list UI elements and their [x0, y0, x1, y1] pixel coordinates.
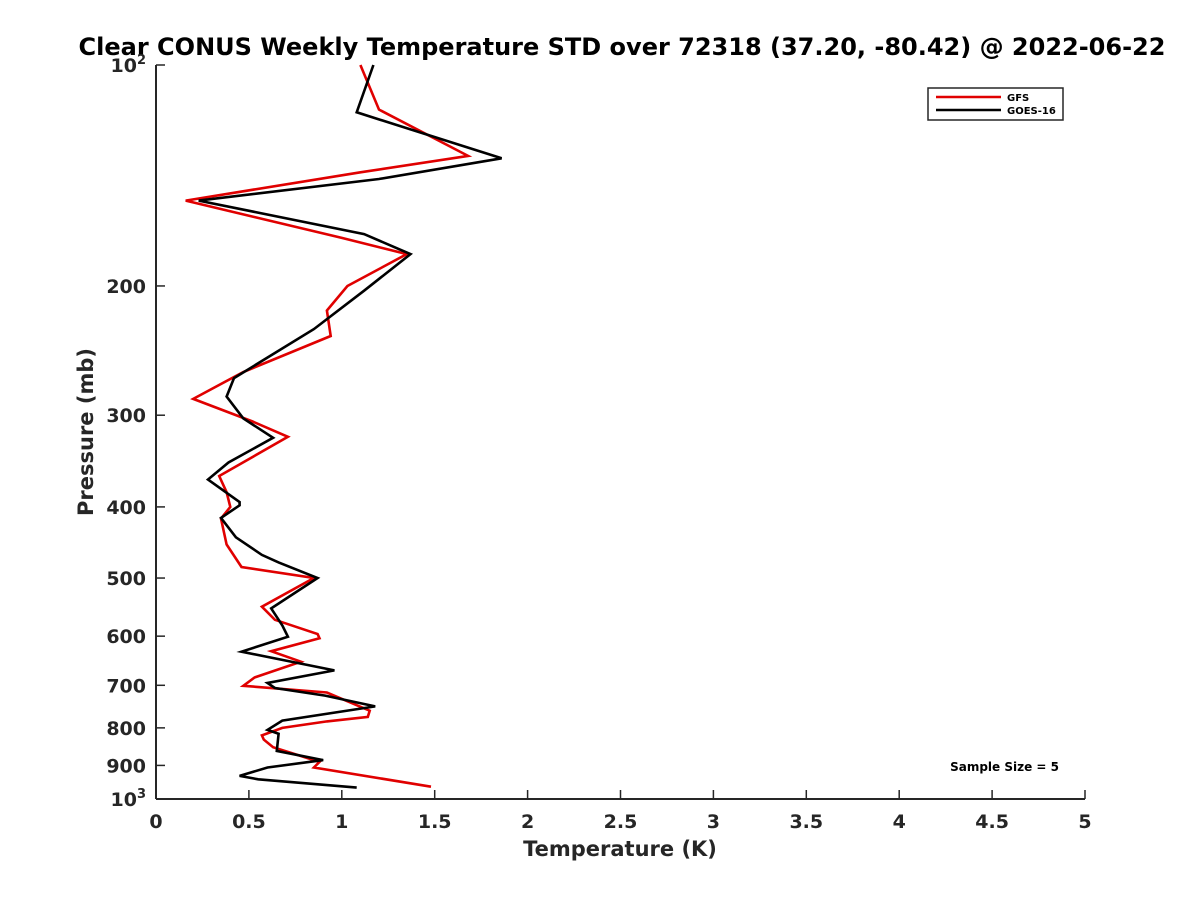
y-tick-label: 102: [111, 53, 147, 77]
series-lines: [185, 64, 502, 789]
y-tick-label: 300: [106, 405, 146, 427]
y-axis-label: Pressure (mb): [74, 348, 98, 516]
y-tick-label-base: 700: [106, 675, 146, 697]
y-tick-label-base: 200: [106, 276, 146, 298]
x-tick-label: 2.5: [604, 811, 638, 833]
x-tick-label: 1: [335, 811, 348, 833]
y-tick-label-base: 10: [111, 55, 137, 77]
legend-box: [927, 87, 1064, 121]
x-tick-label: 4: [893, 811, 906, 833]
legend: GFS GOES-16: [927, 87, 1064, 121]
x-tick-label: 0.5: [232, 811, 266, 833]
x-tick-label: 2: [521, 811, 534, 833]
plot-area: 0 0.5 1 1.5 2 2.5 3 3.5 4 4.5 5 102200300400500600…: [106, 53, 1091, 833]
x-tick-label: 3.5: [789, 811, 823, 833]
y-tick-label-base: 300: [106, 405, 146, 427]
legend-label-goes16: GOES-16: [1007, 106, 1056, 117]
x-axis-ticks: 0 0.5 1 1.5 2 2.5 3 3.5 4 4.5 5: [149, 790, 1092, 833]
y-tick-label: 900: [106, 755, 146, 777]
y-tick-label-base: 600: [106, 626, 146, 648]
y-tick-label-base: 10: [111, 789, 137, 811]
y-tick-label: 600: [106, 626, 146, 648]
y-tick-label: 500: [106, 568, 146, 590]
y-tick-label-base: 500: [106, 568, 146, 590]
y-tick-label-base: 400: [106, 497, 146, 519]
y-tick-label: 400: [106, 497, 146, 519]
x-tick-label: 4.5: [975, 811, 1009, 833]
legend-label-gfs: GFS: [1007, 93, 1029, 104]
x-tick-label: 5: [1078, 811, 1091, 833]
y-tick-label-exponent: 2: [137, 53, 146, 68]
x-axis-label: Temperature (K): [523, 837, 717, 861]
series-line-gfs: [185, 64, 473, 788]
x-tick-label: 1.5: [418, 811, 452, 833]
y-tick-label-exponent: 3: [137, 787, 146, 802]
y-tick-label-base: 800: [106, 718, 146, 740]
x-tick-label: 0: [149, 811, 162, 833]
y-tick-label: 103: [111, 787, 147, 811]
y-tick-label-base: 900: [106, 755, 146, 777]
x-tick-label: 3: [707, 811, 720, 833]
y-tick-label: 800: [106, 718, 146, 740]
y-tick-label: 700: [106, 675, 146, 697]
sample-size-annotation: Sample Size = 5: [950, 760, 1059, 774]
series-line-goes16: [198, 64, 502, 789]
chart-title: Clear CONUS Weekly Temperature STD over …: [79, 33, 1166, 61]
y-tick-label: 200: [106, 276, 146, 298]
